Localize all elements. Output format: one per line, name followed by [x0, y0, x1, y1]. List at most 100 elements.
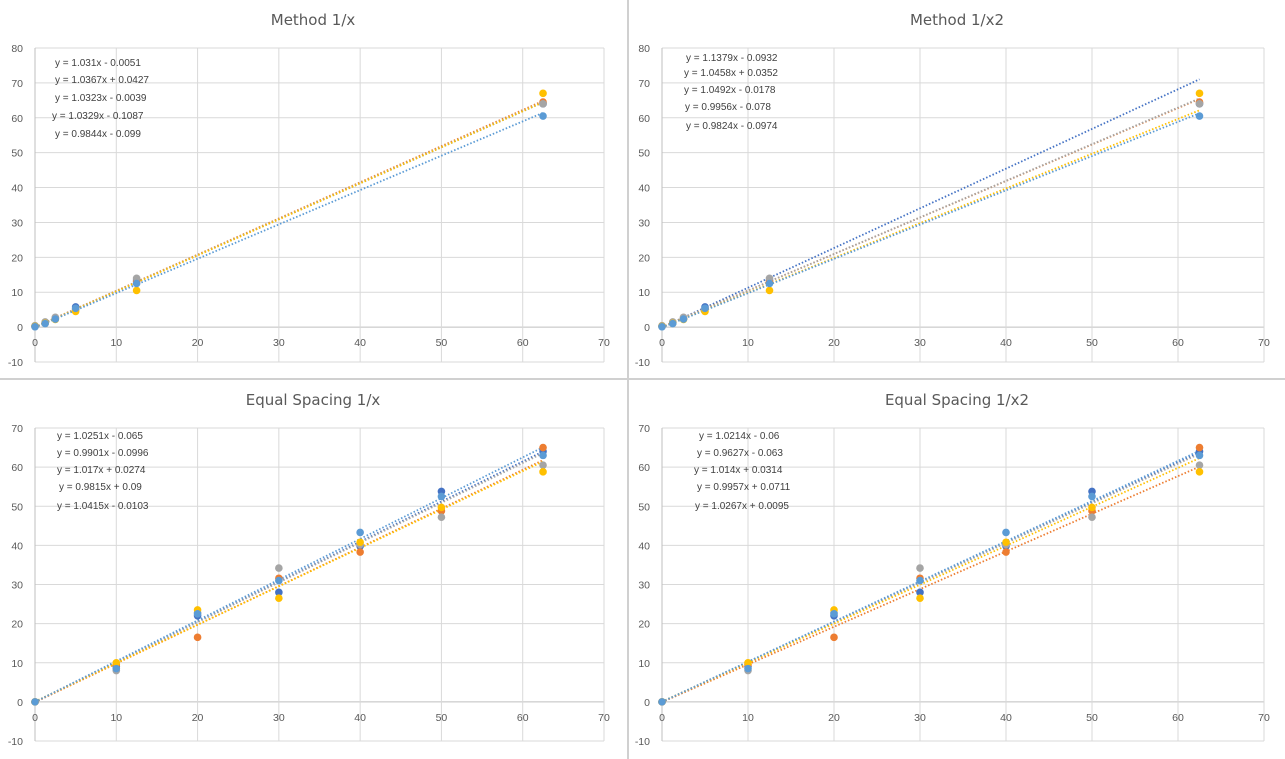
data-point-series-3 [916, 564, 924, 572]
x-tick-label: 50 [436, 712, 448, 724]
trendline-series-1 [661, 78, 1200, 329]
data-point-series-3 [1195, 461, 1204, 469]
y-tick-label: 60 [638, 462, 650, 474]
y-tick-label: -10 [635, 736, 650, 748]
data-point-series-5 [437, 492, 446, 501]
x-tick-label: 0 [659, 337, 665, 349]
data-point-series-4 [112, 658, 121, 667]
x-tick-label: 0 [32, 712, 38, 724]
trendline-equation: y = 1.0323x - 0.0039 [55, 93, 147, 104]
trendline-equation: y = 1.0367x + 0.0427 [55, 75, 149, 86]
y-tick-label: -10 [635, 357, 650, 369]
chart-svg: Method 1/x2 -10 0 10 20 30 40 50 60 70 80 0 10 20 30 40… [635, 11, 1270, 369]
y-tick-label: -10 [8, 357, 23, 369]
trendline-equation: y = 0.9901x - 0.0996 [57, 448, 149, 459]
data-point-series-4 [437, 503, 446, 512]
y-tick-label: 70 [638, 423, 650, 435]
x-tick-label: 20 [192, 337, 204, 349]
data-point-series-5 [1088, 492, 1096, 501]
chart-method-1-x[interactable]: Method 1/x -10 0 10 20 30 40 50 60 70 80 0 10 20 30 40 5… [0, 0, 627, 378]
y-tick-label: 10 [11, 658, 23, 670]
chart-equal-spacing-1-x2[interactable]: Equal Spacing 1/x2 -10 0 10 20 30 40 50 60 70 0 10 2… [629, 380, 1285, 759]
data-point-series-5 [132, 279, 141, 288]
x-tick-label: 40 [354, 712, 366, 724]
y-tick-label: 60 [11, 113, 23, 125]
chart-title: Method 1/x2 [910, 11, 1004, 29]
trendline-series-5 [661, 449, 1200, 703]
chart-method-1-x2[interactable]: Method 1/x2 -10 0 10 20 30 40 50 60 70 80 0 10 20 30 40… [629, 0, 1285, 378]
y-tick-label: 40 [11, 183, 23, 195]
y-tick-label: 60 [638, 113, 650, 125]
x-tick-label: 40 [1000, 712, 1012, 724]
y-tick-label: 50 [11, 501, 23, 513]
data-point-series-5 [41, 319, 49, 328]
data-point-series-5 [658, 698, 666, 706]
y-tick-label: 20 [638, 252, 650, 264]
data-point-series-3 [1088, 513, 1096, 522]
y-tick-label: 20 [638, 619, 650, 631]
trendline-equation: y = 1.017x + 0.0274 [57, 465, 146, 476]
data-point-series-3 [132, 274, 141, 283]
y-tick-label: 10 [11, 287, 23, 299]
data-point-series-5 [51, 315, 60, 323]
y-tick-label: 40 [638, 183, 650, 195]
x-tick-label: 50 [436, 337, 448, 349]
trendline-equation: y = 1.0415x - 0.0103 [57, 501, 149, 512]
data-point-series-5 [539, 451, 547, 460]
y-tick-label: 30 [11, 217, 23, 229]
trendline-equation: y = 0.9824x - 0.0974 [686, 121, 778, 132]
trendline-series-5 [661, 112, 1200, 329]
data-point-series-5 [539, 112, 547, 120]
x-tick-label: 20 [828, 712, 840, 724]
trendline-equation: y = 0.9957x + 0.0711 [697, 482, 791, 493]
data-point-series-5 [1195, 451, 1204, 460]
trendline-equation: y = 1.014x + 0.0314 [694, 465, 783, 476]
x-tick-label: 20 [828, 337, 840, 349]
x-tick-label: 0 [32, 337, 38, 349]
data-point-series-5 [31, 698, 39, 706]
y-tick-label: 0 [17, 697, 23, 709]
data-point-series-3 [539, 100, 547, 108]
data-point-series-3 [1195, 100, 1204, 108]
data-point-series-2 [1195, 443, 1204, 452]
trendline-equation: y = 1.0267x + 0.0095 [695, 501, 789, 512]
y-tick-label: 10 [638, 658, 650, 670]
data-point-series-5 [275, 576, 283, 585]
chart-title: Equal Spacing 1/x2 [885, 391, 1029, 409]
data-point-series-3 [765, 274, 774, 283]
data-point-series-5 [830, 610, 838, 618]
y-tick-label: 40 [638, 540, 650, 552]
y-tick-label: 0 [644, 697, 650, 709]
y-tick-label: 80 [638, 43, 650, 55]
trendline-equation: y = 0.9815x + 0.09 [59, 482, 142, 493]
data-point-series-5 [668, 319, 677, 328]
y-tick-label: 50 [11, 148, 23, 160]
data-point-series-4 [1195, 468, 1204, 476]
data-point-series-5 [658, 322, 666, 331]
x-tick-label: 10 [110, 337, 122, 349]
data-point-series-2 [830, 633, 838, 642]
data-point-series-5 [71, 304, 80, 313]
y-tick-label: -10 [8, 736, 23, 748]
x-tick-label: 10 [742, 712, 754, 724]
trendline-equation: y = 1.1379x - 0.0932 [686, 53, 778, 64]
x-tick-label: 30 [914, 712, 926, 724]
y-tick-label: 70 [638, 78, 650, 90]
y-tick-label: 30 [638, 580, 650, 592]
trendline-series-4 [34, 101, 544, 329]
x-tick-label: 70 [1258, 712, 1270, 724]
data-point-series-5 [1002, 528, 1010, 537]
y-tick-label: 40 [11, 540, 23, 552]
chart-equal-spacing-1-x[interactable]: Equal Spacing 1/x -10 0 10 20 30 40 50 60 70 0 10 20… [0, 380, 627, 759]
trendline-series-4 [34, 460, 544, 703]
data-point-series-4 [1088, 503, 1096, 512]
data-point-series-5 [916, 576, 924, 585]
x-tick-label: 30 [273, 712, 285, 724]
data-point-series-5 [31, 322, 39, 331]
trendline-equation: y = 1.0214x - 0.06 [699, 431, 780, 442]
data-point-series-2 [539, 443, 547, 452]
trendline-series-5 [34, 111, 544, 329]
data-point-series-4 [1195, 89, 1204, 98]
trendline-equation: y = 1.0492x - 0.0178 [684, 85, 776, 96]
trendline-equation: y = 1.0458x + 0.0352 [684, 68, 778, 79]
